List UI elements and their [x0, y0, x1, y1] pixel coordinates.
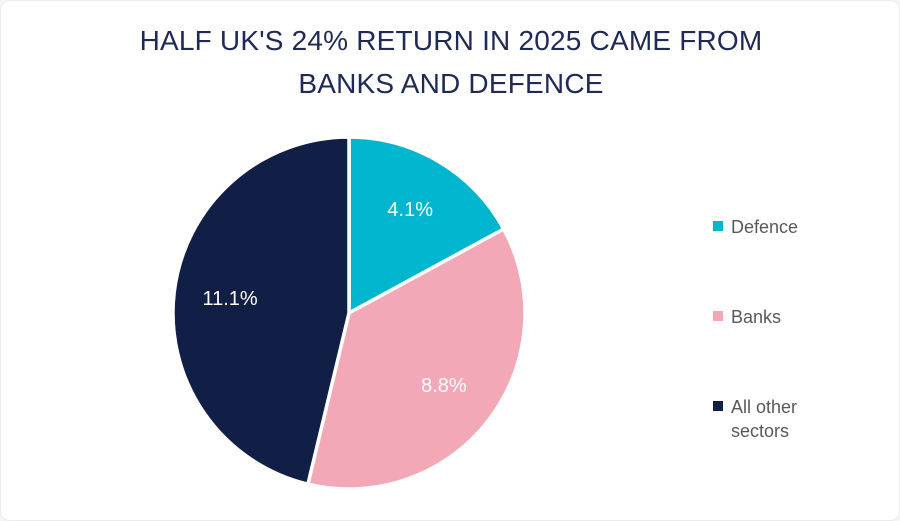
pie-data-label-defence: 4.1%: [387, 199, 433, 221]
pie-slice-defence: [347, 135, 506, 315]
legend-label-all-other-sectors: All other sectors: [731, 397, 798, 441]
legend-label-banks: Banks: [731, 307, 782, 327]
legend: Defence Banks All other sectors: [713, 215, 815, 443]
all-other-sectors-swatch-icon: [713, 401, 723, 411]
legend-label-defence: Defence: [731, 217, 799, 237]
pie-data-label-banks: 8.8%: [421, 375, 467, 397]
pie-data-label-all-other-sectors: 11.1%: [202, 288, 257, 310]
banks-swatch-icon: [713, 311, 723, 321]
defence-swatch-icon: [713, 221, 723, 231]
pie-slice-banks: [306, 227, 527, 491]
chart-title-line-1: HALF UK'S 24% RETURN IN 2025 CAME FROM: [139, 25, 763, 56]
legend-item-all-other-sectors: All other sectors: [713, 395, 815, 443]
pie-slice-all-other-sectors: [171, 135, 351, 486]
chart-title: HALF UK'S 24% RETURN IN 2025 CAME FROM B…: [1, 19, 899, 105]
legend-item-defence: Defence: [713, 215, 815, 239]
legend-item-banks: Banks: [713, 305, 815, 329]
chart-title-line-2: BANKS AND DEFENCE: [298, 68, 604, 99]
